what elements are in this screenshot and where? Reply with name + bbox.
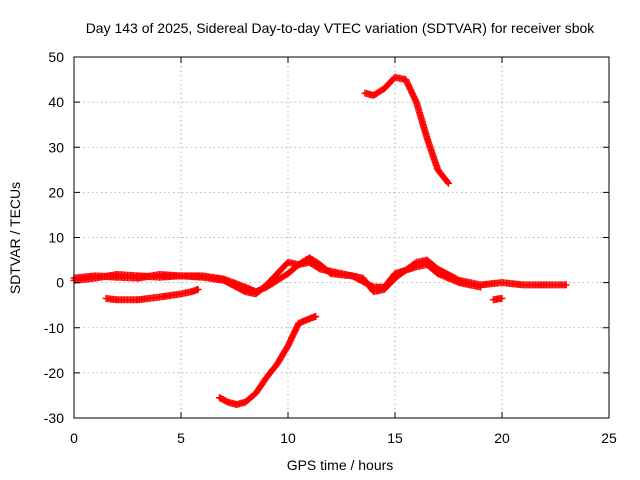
x-tick-label: 10	[280, 430, 296, 446]
x-axis-ticks: 0 5 10 15 20 25	[70, 57, 617, 446]
data-point	[445, 179, 452, 187]
data-point	[312, 313, 320, 320]
series-track-high	[361, 73, 452, 187]
series-track-low	[216, 313, 320, 408]
y-tick-label: 20	[48, 184, 64, 200]
x-tick-label: 20	[494, 430, 510, 446]
data-point	[194, 285, 202, 293]
y-tick-label: -10	[44, 320, 64, 336]
series-track-main-b	[70, 258, 485, 298]
grid	[74, 57, 609, 418]
y-tick-label: 10	[48, 230, 64, 246]
y-tick-label: -20	[44, 365, 64, 381]
y-tick-label: 40	[48, 94, 64, 110]
series-track-neg-flat	[102, 285, 202, 304]
y-tick-label: 50	[48, 49, 64, 65]
data-point	[562, 281, 570, 289]
x-tick-label: 5	[177, 430, 185, 446]
y-tick-label: 0	[56, 275, 64, 291]
x-tick-label: 15	[387, 430, 403, 446]
data-point	[498, 294, 506, 302]
x-tick-label: 0	[70, 430, 78, 446]
data-points	[70, 73, 570, 408]
chart-title: Day 143 of 2025, Sidereal Day-to-day VTE…	[86, 20, 596, 36]
y-tick-label: -30	[44, 410, 64, 426]
y-axis-ticks: -30 -20 -10 0 10 20 30 40 50	[44, 49, 609, 426]
series-track-small	[489, 294, 506, 304]
x-tick-label: 25	[601, 430, 617, 446]
data-point	[444, 178, 451, 186]
data-point	[477, 283, 485, 291]
y-tick-label: 30	[48, 139, 64, 155]
x-axis-label: GPS time / hours	[287, 457, 394, 473]
y-axis-label: SDTVAR / TECUs	[7, 182, 23, 294]
